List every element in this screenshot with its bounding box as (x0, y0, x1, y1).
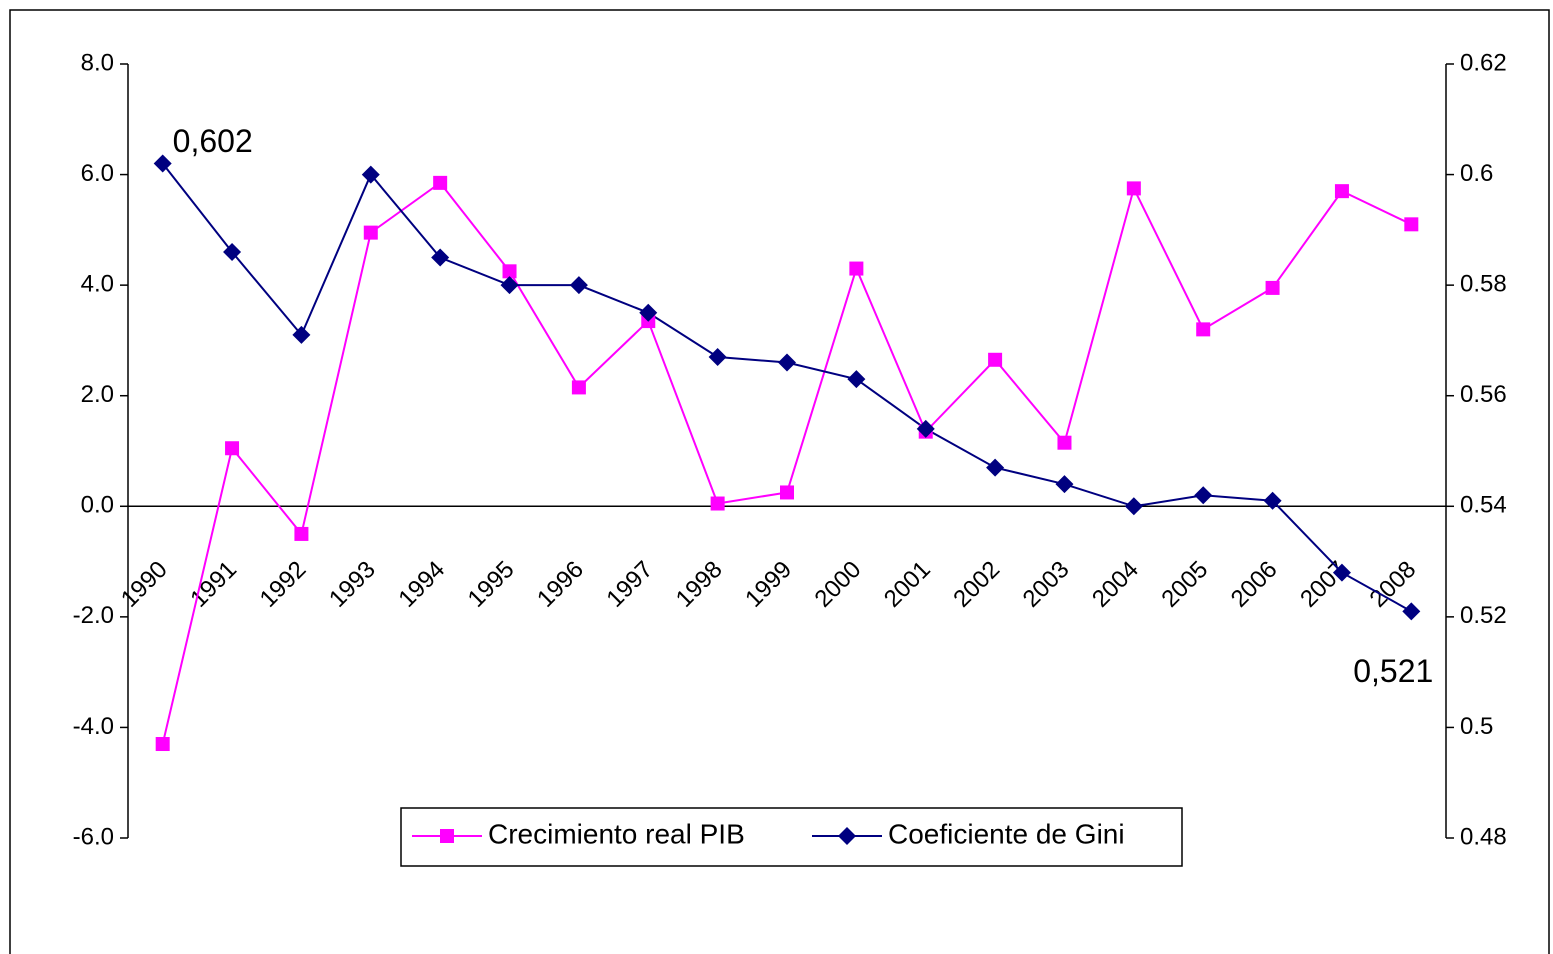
x-tick-label: 2004 (1087, 556, 1144, 613)
x-tick-label: 2001 (879, 556, 936, 613)
data-point (1055, 475, 1074, 494)
y2-tick-label: 0.52 (1460, 602, 1507, 629)
data-point (988, 352, 1003, 367)
data-point (916, 419, 935, 438)
data-point (500, 276, 519, 295)
x-tick-label: 2007 (1295, 556, 1352, 613)
data-point (778, 353, 796, 372)
legend-box (400, 807, 1183, 867)
data-point (502, 264, 517, 279)
data-point (1402, 602, 1421, 621)
annotation: 0,602 (173, 123, 253, 159)
data-point (1332, 563, 1351, 582)
data-point (847, 370, 866, 389)
x-tick-label: 1998 (671, 556, 728, 613)
data-point (571, 380, 586, 395)
y-tick-label: 8.0 (81, 49, 114, 76)
y2-tick-label: 0.58 (1460, 270, 1507, 297)
annotation: 0,521 (1353, 653, 1433, 689)
data-point (569, 276, 588, 295)
data-point (849, 261, 864, 276)
y-tick-label: 4.0 (81, 270, 114, 297)
data-point (1126, 181, 1141, 196)
data-point (363, 225, 378, 240)
data-point (708, 348, 727, 367)
legend-label: Coeficiente de Gini (888, 818, 1125, 849)
data-point (986, 458, 1005, 477)
x-tick-label: 1999 (740, 556, 797, 613)
data-point (431, 248, 450, 267)
y-tick-label: 6.0 (81, 160, 114, 187)
series-line (161, 162, 1412, 613)
y-tick-label: -4.0 (73, 713, 114, 740)
x-tick-label: 1997 (601, 556, 658, 613)
data-point (639, 303, 658, 322)
chart-frame (9, 9, 1550, 954)
data-point (153, 154, 172, 173)
data-point (1404, 217, 1419, 232)
y2-tick-label: 0.5 (1460, 713, 1493, 740)
y-tick-label: 2.0 (81, 381, 114, 408)
data-point (223, 242, 242, 261)
data-point (1334, 184, 1349, 199)
data-point (292, 325, 311, 344)
y-tick-label: 0.0 (81, 492, 114, 519)
data-point (1263, 491, 1282, 510)
data-point (294, 526, 309, 541)
x-tick-label: 1991 (185, 556, 242, 613)
y2-tick-label: 0.54 (1460, 492, 1507, 519)
y2-tick-label: 0.48 (1460, 823, 1507, 850)
x-tick-label: 1995 (463, 556, 520, 613)
data-point (433, 175, 448, 190)
x-tick-label: 2002 (948, 556, 1005, 613)
series-line (161, 181, 1412, 745)
x-tick-label: 1993 (324, 556, 381, 613)
y2-tick-label: 0.62 (1460, 49, 1507, 76)
y2-tick-label: 0.56 (1460, 381, 1507, 408)
x-tick-label: 2003 (1018, 556, 1075, 613)
x-tick-label: 2006 (1226, 556, 1283, 613)
x-tick-label: 1996 (532, 556, 589, 613)
y-tick-label: -6.0 (73, 823, 114, 850)
x-tick-label: 2000 (810, 556, 867, 613)
data-point (1265, 280, 1280, 295)
data-point (155, 737, 170, 752)
y-tick-label: -2.0 (73, 602, 114, 629)
legend-label: Crecimiento real PIB (488, 818, 745, 849)
data-point (361, 165, 380, 184)
x-tick-label: 1990 (116, 556, 173, 613)
legend-marker (440, 829, 454, 843)
data-point (780, 485, 794, 500)
data-point (225, 441, 240, 456)
x-tick-label: 1994 (393, 556, 450, 613)
data-point (1194, 486, 1213, 505)
x-tick-label: 1992 (255, 556, 312, 613)
legend-marker (838, 827, 856, 845)
data-point (1196, 322, 1211, 337)
data-point (1124, 497, 1143, 516)
y2-tick-label: 0.6 (1460, 160, 1493, 187)
x-tick-label: 2005 (1156, 556, 1213, 613)
data-point (710, 496, 725, 511)
data-point (1057, 435, 1072, 450)
